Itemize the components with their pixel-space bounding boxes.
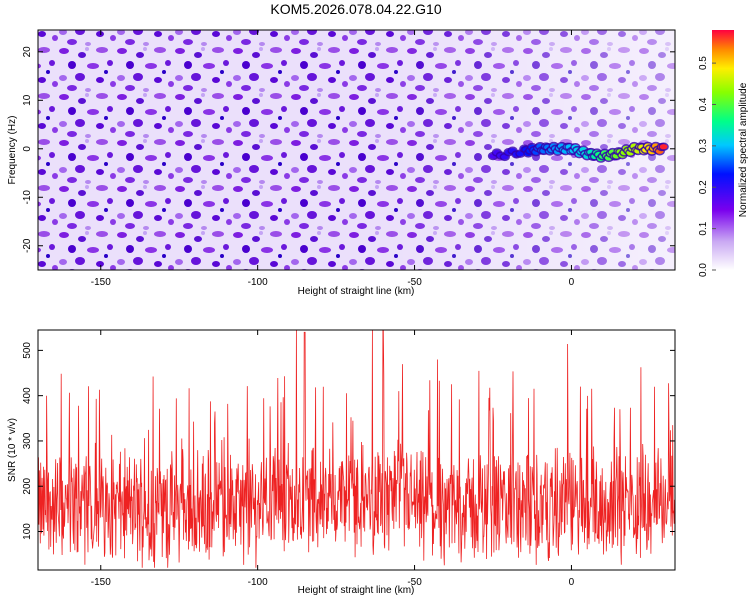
spectrogram-xtick-label: -150 <box>91 277 111 288</box>
snr-ytick-label: 200 <box>22 477 33 494</box>
colorbar-tick-label: 0.3 <box>698 138 709 152</box>
spectrogram-ytick-label: -10 <box>22 190 33 205</box>
spectrogram-ytick-label: -20 <box>22 238 33 253</box>
spectrogram-xtick-label: -50 <box>407 277 422 288</box>
ridge-point <box>659 144 668 150</box>
snr-xtick-label: -100 <box>248 577 268 588</box>
spectrogram-ytick-label: 10 <box>22 94 33 106</box>
snr-ytick-label: 500 <box>22 342 33 359</box>
snr-xtick-label: -50 <box>407 577 422 588</box>
colorbar-ticks: 0.0 0.1 0.2 0.3 0.4 0.5 <box>698 56 716 277</box>
spectrogram-ytick-label: 20 <box>22 46 33 58</box>
snr-panel: -150 -100 -50 0 100 200 300 400 500 Height of st… <box>7 329 676 596</box>
spectrogram-y-label: Frequency (Hz) <box>7 116 18 185</box>
spectrogram-frame <box>37 29 676 271</box>
colorbar-tick-label: 0.5 <box>698 56 709 70</box>
snr-y-label: SNR (10 * v/v) <box>7 418 18 482</box>
colorbar-label: Normalized spectral amplitude <box>738 82 749 217</box>
colorbar-tick-label: 0.2 <box>698 180 709 194</box>
snr-x-label: Height of straight line (km) <box>298 585 415 596</box>
snr-series-line <box>38 330 675 568</box>
snr-ticks: -150 -100 -50 0 100 200 300 400 500 <box>22 330 675 588</box>
colorbar-gradient <box>712 30 734 270</box>
snr-frame <box>37 329 676 571</box>
colorbar-tick-label: 0.4 <box>698 97 709 111</box>
figure-title: KOM5.2026.078.04.22.G10 <box>270 1 441 17</box>
snr-xtick-label: -150 <box>91 577 111 588</box>
spectrogram-ridge <box>487 141 669 163</box>
snr-xtick-label: 0 <box>569 577 575 588</box>
spectrogram-x-label: Height of straight line (km) <box>298 286 415 297</box>
spectrogram-ytick-label: 0 <box>22 146 33 152</box>
spectrogram-xtick-label: 0 <box>569 277 575 288</box>
spectrogram-xtick-label: -100 <box>248 277 268 288</box>
snr-ytick-label: 100 <box>22 523 33 540</box>
colorbar-tick-label: 0.0 <box>698 263 709 277</box>
colorbar: 0.0 0.1 0.2 0.3 0.4 0.5 Normalized spectral a… <box>698 30 749 277</box>
snr-ytick-label: 400 <box>22 387 33 404</box>
colorbar-tick-label: 0.1 <box>698 221 709 235</box>
snr-ytick-label: 300 <box>22 432 33 449</box>
